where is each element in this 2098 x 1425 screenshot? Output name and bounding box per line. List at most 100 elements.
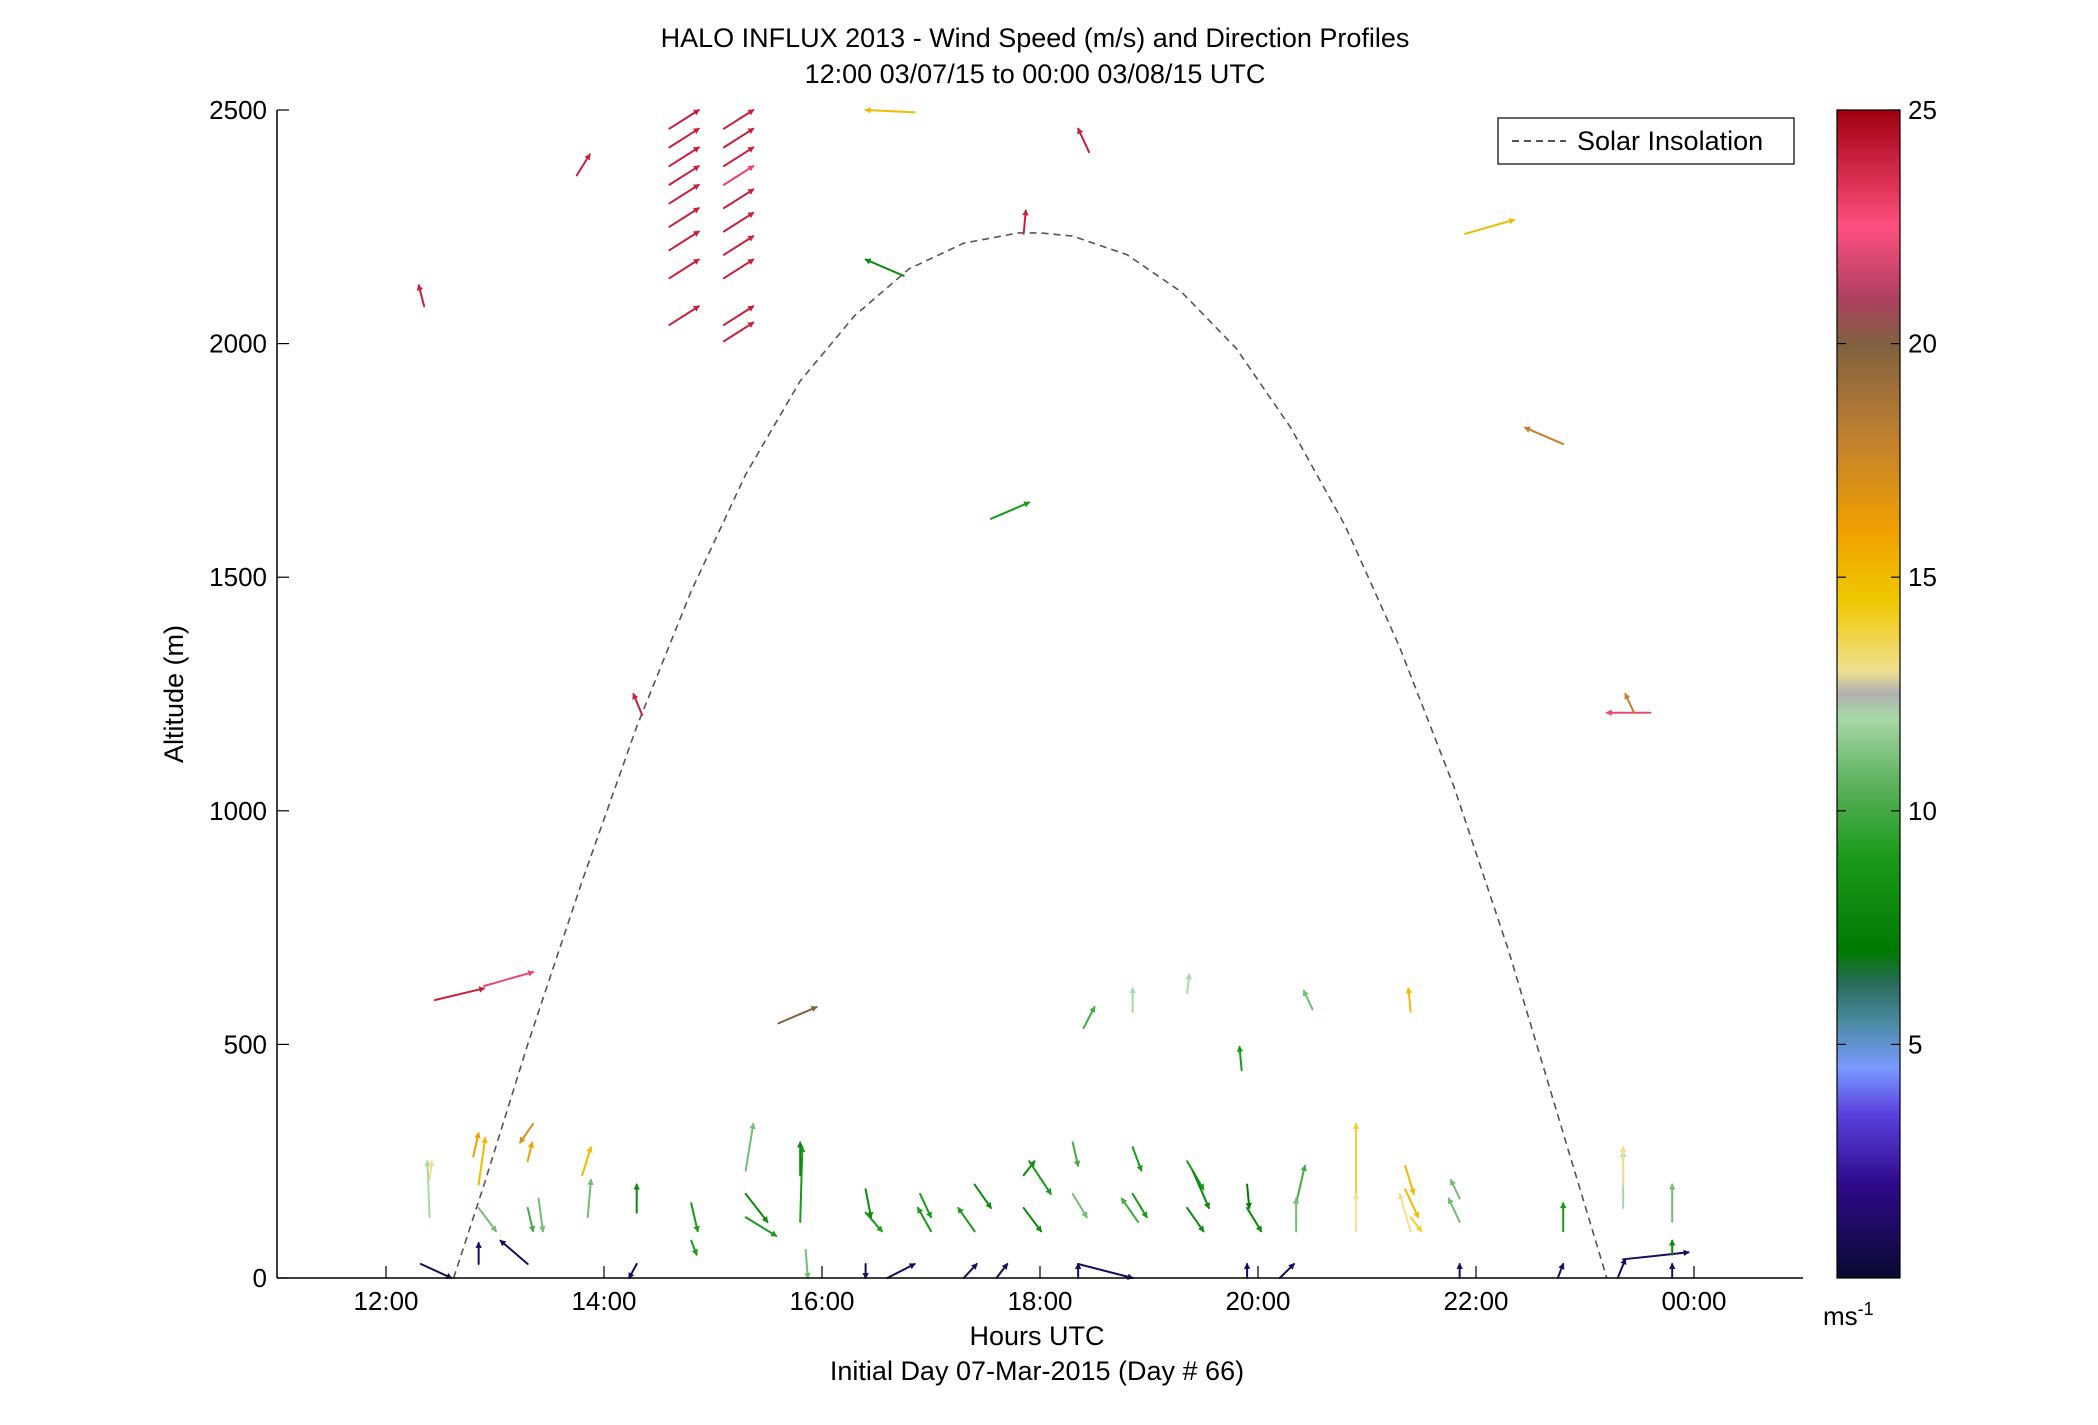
wind-vector [690,1239,698,1256]
wind-vector [919,1192,932,1219]
y-tick-label: 1500 [209,562,267,592]
wind-vector [434,986,486,1002]
wind-vector [1292,1197,1300,1233]
wind-vector [477,1136,488,1186]
wind-vector [995,1262,1009,1279]
wind-vector [1352,1192,1360,1233]
wind-vector [575,153,591,177]
wind-vector [690,1202,700,1233]
wind-vector [1191,1169,1210,1209]
wind-vector [1245,1183,1253,1209]
wind-vector [916,1206,932,1233]
y-tick-label: 500 [224,1029,267,1059]
wind-vector [1668,1183,1676,1223]
wind-vector [1456,1262,1463,1279]
wind-vector [1236,1045,1244,1072]
wind-vector [1077,127,1091,154]
wind-vector [1449,1178,1461,1200]
wind-vector [477,1206,498,1233]
wind-vector [1295,1164,1307,1205]
wind-vector [1074,1262,1082,1279]
solar-insolation-layer [452,232,1608,1279]
x-tick-label: 18:00 [1007,1286,1072,1316]
wind-vector [722,109,755,130]
x-tick-label: 14:00 [571,1286,636,1316]
y-axis-label: Altitude (m) [159,625,189,763]
wind-vector [475,1241,482,1265]
colorbar-gradient [1836,109,1901,1279]
wind-vector [957,1206,976,1233]
x-axis-sublabel: Initial Day 07-Mar-2015 (Day # 66) [830,1356,1244,1386]
wind-vector [483,970,535,987]
wind-vector [864,1188,874,1219]
wind-vector [424,1160,431,1219]
wind-vector [1409,1216,1423,1233]
x-axis-label: Hours UTC [969,1321,1104,1351]
wind-vector [1447,1197,1461,1223]
wind-vector [537,1197,546,1233]
wind-vector [632,693,644,717]
wind-vector [581,1146,593,1177]
y-tick-label: 2000 [209,329,267,359]
wind-vector [1131,1146,1143,1172]
wind-vector [668,127,700,149]
y-tick-label: 2500 [209,95,267,125]
wind-vector [526,1141,535,1163]
plot-frame [277,110,1803,1278]
wind-vector [1404,1164,1416,1195]
wind-vector [668,109,700,130]
wind-vector [633,1183,640,1214]
wind-vector [989,501,1031,520]
wind-vector [628,1262,638,1279]
wind-vector [1559,1202,1567,1233]
x-tick-label: 16:00 [789,1286,854,1316]
wind-vector [1405,987,1413,1013]
wind-vector [1619,1146,1627,1186]
wind-vector [796,1141,804,1177]
wind-vector [722,235,755,256]
wind-vector [777,1005,818,1025]
x-tick-label: 20:00 [1225,1286,1290,1316]
colorbar-tick-label: 10 [1908,796,1937,826]
wind-vector [472,1132,481,1158]
colorbar-tick-label: 15 [1908,562,1937,592]
wind-vector [526,1206,536,1233]
wind-vector [722,188,755,210]
colorbar-unit-exponent: -1 [1858,1299,1874,1319]
wind-vector [499,1239,529,1265]
wind-vector [668,165,700,186]
wind-vector [722,127,755,149]
colorbar-ticks: 5 10 15 20 25 [1837,95,1937,1059]
colorbar-tick-label: 25 [1908,95,1937,125]
legend: Solar Insolation [1497,117,1795,165]
x-tick-label: 00:00 [1661,1286,1726,1316]
wind-vector [1397,1192,1412,1233]
wind-vector [722,321,755,343]
colorbar-tick-label: 5 [1908,1029,1922,1059]
wind-vector [1082,1006,1096,1030]
wind-vector [1302,989,1314,1011]
wind-vector [1668,1262,1676,1279]
legend-entry-solar-insolation: Solar Insolation [1577,126,1763,156]
y-axis-ticks: 0 500 1000 1500 2000 2500 [209,95,289,1293]
wind-vector [416,284,426,308]
wind-vector [744,1216,778,1237]
colorbar-tick-label: 20 [1908,329,1937,359]
wind-vector [1243,1262,1251,1279]
plot-area: 12:00 14:00 16:00 18:00 20:00 22:00 00:00 0 500… [209,95,1803,1316]
wind-vector [744,1122,756,1172]
wind-vector [1131,1192,1148,1219]
wind-vector [668,146,700,168]
wind-vector [722,211,755,233]
x-axis-ticks: 12:00 14:00 16:00 18:00 20:00 22:00 00:00 [353,1266,1727,1316]
wind-vector [1022,209,1029,235]
wind-vector [1022,1206,1043,1233]
legend-box [1497,117,1795,165]
wind-vector [1605,709,1652,716]
colorbar-unit-base: ms [1823,1301,1858,1331]
wind-vector [973,1183,992,1209]
wind-vector [1668,1239,1676,1256]
wind-vector [864,106,916,114]
wind-vector [427,1160,435,1181]
